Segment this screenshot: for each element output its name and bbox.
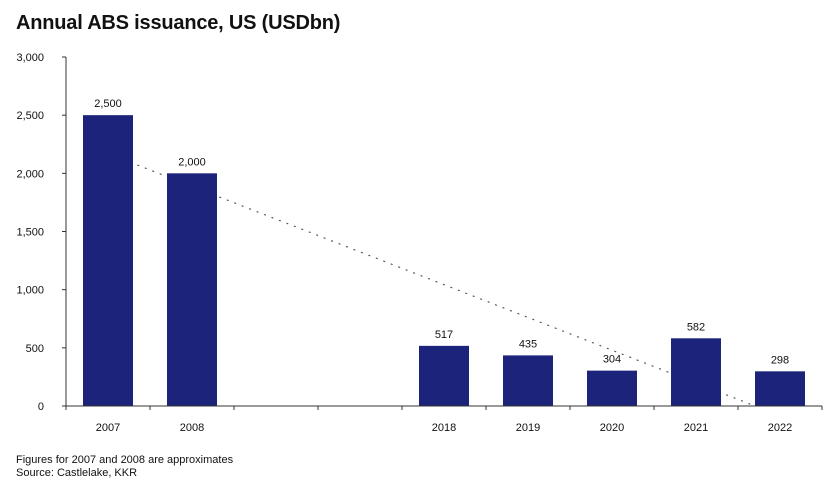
- data-label-2018: 517: [435, 329, 453, 341]
- y-tick-label: 0: [38, 401, 44, 413]
- x-tick-label-2018: 2018: [432, 422, 456, 434]
- bar-2020: [587, 370, 637, 406]
- x-tick-label-2007: 2007: [96, 422, 120, 434]
- chart-footnote: Figures for 2007 and 2008 are approximat…: [16, 454, 233, 480]
- data-label-2019: 435: [519, 338, 537, 350]
- x-tick-label-2022: 2022: [768, 422, 792, 434]
- y-tick-label: 2,500: [16, 110, 44, 122]
- data-label-2022: 298: [771, 354, 789, 366]
- bar-2018: [419, 345, 469, 406]
- chart-title: Annual ABS issuance, US (USDbn): [16, 12, 341, 34]
- y-tick-label: 1,000: [16, 285, 44, 297]
- bar-2008: [167, 173, 217, 406]
- bar-chart: 0 500 1,000 1,500 2,000 2,500 3,000 2,500 2007 2,…: [16, 52, 823, 434]
- bar-2019: [503, 355, 553, 406]
- x-tick-label-2021: 2021: [684, 422, 708, 434]
- y-tick-label: 500: [26, 343, 44, 355]
- y-tick-label: 1,500: [16, 227, 44, 239]
- y-tick-label: 2,000: [16, 168, 44, 180]
- y-tick-label: 3,000: [16, 52, 44, 64]
- source-text: Source: Castlelake, KKR: [16, 467, 138, 479]
- x-tick-label-2019: 2019: [516, 422, 540, 434]
- data-label-2008: 2,000: [178, 156, 206, 168]
- bar-2007: [83, 115, 133, 407]
- x-tick-label-2008: 2008: [180, 422, 204, 434]
- data-label-2021: 582: [687, 321, 705, 333]
- x-tick-label-2020: 2020: [600, 422, 624, 434]
- data-label-2020: 304: [603, 354, 621, 366]
- footnote-text: Figures for 2007 and 2008 are approximat…: [16, 454, 234, 466]
- data-label-2007: 2,500: [94, 98, 122, 110]
- bar-2021: [671, 338, 721, 406]
- bar-2022: [755, 371, 805, 406]
